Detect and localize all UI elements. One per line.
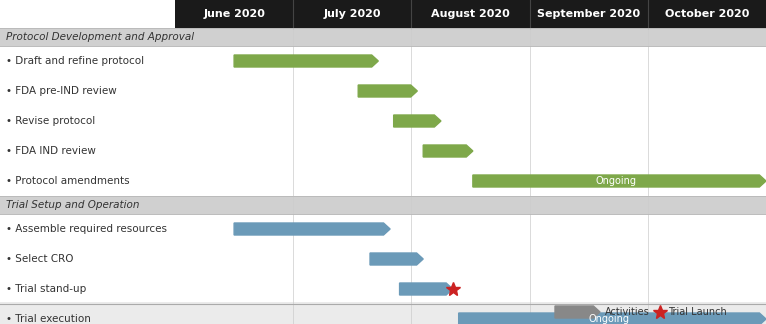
Bar: [0, 214, 766, 302]
Text: • FDA IND review: • FDA IND review: [6, 146, 96, 156]
Polygon shape: [555, 306, 600, 318]
Bar: [0, 28, 766, 46]
Polygon shape: [400, 283, 453, 295]
Text: Protocol Development and Approval: Protocol Development and Approval: [6, 32, 194, 42]
Text: June 2020: June 2020: [203, 9, 265, 19]
Polygon shape: [234, 223, 390, 235]
Text: Ongoing: Ongoing: [596, 176, 637, 186]
Polygon shape: [424, 145, 473, 157]
Polygon shape: [473, 175, 766, 187]
Polygon shape: [234, 55, 378, 67]
Bar: [0, 0, 175, 28]
Text: • Assemble required resources: • Assemble required resources: [6, 224, 167, 234]
Bar: [175, 0, 766, 28]
Text: • Protocol amendments: • Protocol amendments: [6, 176, 129, 186]
Text: August 2020: August 2020: [431, 9, 510, 19]
Text: • Trial execution: • Trial execution: [6, 314, 91, 324]
Text: • Revise protocol: • Revise protocol: [6, 116, 95, 126]
Bar: [0, 196, 766, 214]
Polygon shape: [459, 313, 766, 324]
Text: • Select CRO: • Select CRO: [6, 254, 74, 264]
Text: October 2020: October 2020: [665, 9, 749, 19]
Text: • Draft and refine protocol: • Draft and refine protocol: [6, 56, 144, 66]
Text: • FDA pre-IND review: • FDA pre-IND review: [6, 86, 116, 96]
Text: July 2020: July 2020: [323, 9, 381, 19]
Text: Activities: Activities: [605, 307, 650, 317]
Text: Trial Launch: Trial Launch: [668, 307, 727, 317]
Polygon shape: [358, 85, 417, 97]
Polygon shape: [370, 253, 424, 265]
Text: • Trial stand-up: • Trial stand-up: [6, 284, 87, 294]
Bar: [0, 46, 766, 196]
Text: Trial Setup and Operation: Trial Setup and Operation: [6, 200, 139, 210]
Text: Ongoing: Ongoing: [588, 314, 630, 324]
Text: September 2020: September 2020: [537, 9, 640, 19]
Polygon shape: [394, 115, 441, 127]
